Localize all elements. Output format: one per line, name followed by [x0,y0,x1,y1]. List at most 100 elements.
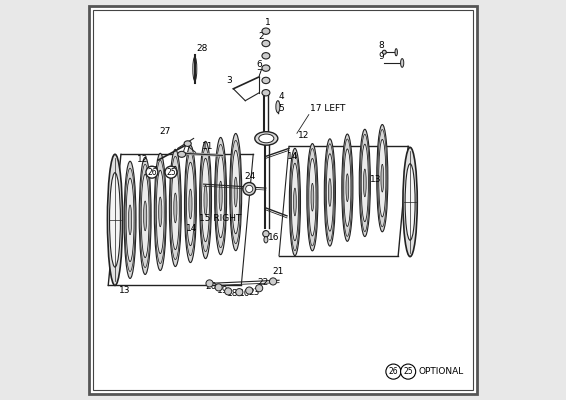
Text: 14: 14 [186,224,197,232]
Ellipse shape [269,278,277,285]
Ellipse shape [255,132,278,145]
Ellipse shape [346,174,349,202]
Ellipse shape [126,178,134,262]
Ellipse shape [382,50,386,54]
Ellipse shape [381,164,384,192]
Text: 11: 11 [202,142,213,151]
Ellipse shape [294,188,297,216]
Ellipse shape [328,178,331,206]
Ellipse shape [124,161,136,278]
Ellipse shape [311,183,314,211]
Ellipse shape [217,154,225,238]
Ellipse shape [405,164,415,240]
Ellipse shape [215,284,222,291]
Ellipse shape [156,170,164,254]
Ellipse shape [309,158,316,236]
Ellipse shape [263,230,269,237]
Ellipse shape [307,144,318,251]
Text: 18: 18 [226,289,238,298]
Ellipse shape [141,174,149,258]
Ellipse shape [144,201,147,231]
Text: 26: 26 [389,367,398,376]
Ellipse shape [235,288,243,296]
Ellipse shape [155,153,166,270]
Ellipse shape [324,139,336,246]
Ellipse shape [234,177,237,207]
Ellipse shape [344,149,351,226]
Ellipse shape [377,124,388,232]
Ellipse shape [171,166,179,250]
Ellipse shape [158,197,162,227]
Ellipse shape [186,162,194,246]
Text: 23: 23 [248,288,260,296]
Ellipse shape [262,77,270,84]
Text: 19: 19 [217,286,228,294]
Ellipse shape [264,236,268,243]
Text: 17 LEFT: 17 LEFT [310,104,345,114]
Ellipse shape [342,134,353,241]
Ellipse shape [403,147,417,257]
Text: 15 RIGHT: 15 RIGHT [199,214,241,223]
Ellipse shape [178,151,186,157]
Ellipse shape [262,65,270,71]
Ellipse shape [108,154,122,286]
Ellipse shape [361,144,368,222]
Ellipse shape [204,185,207,215]
Text: 20: 20 [205,282,217,290]
Text: 26: 26 [148,166,158,175]
Text: 25: 25 [404,367,413,376]
Ellipse shape [291,163,298,241]
Circle shape [386,364,401,379]
Ellipse shape [395,49,397,56]
Ellipse shape [259,134,274,143]
Text: 2: 2 [259,32,264,41]
Ellipse shape [401,58,404,67]
Ellipse shape [256,285,263,292]
Text: 12: 12 [298,132,309,140]
Ellipse shape [200,142,212,258]
Ellipse shape [289,148,301,256]
Text: 12: 12 [137,155,148,164]
Ellipse shape [379,140,386,217]
Text: 4: 4 [279,92,285,102]
Ellipse shape [243,182,256,195]
Text: 28: 28 [196,44,207,53]
Ellipse shape [146,166,158,178]
Ellipse shape [326,154,333,231]
Ellipse shape [110,173,121,267]
Text: 25: 25 [168,166,177,175]
Ellipse shape [231,150,240,234]
Text: 10: 10 [238,289,250,298]
Text: OPTIONAL: OPTIONAL [418,367,464,376]
Ellipse shape [184,141,191,146]
Ellipse shape [262,28,270,34]
Text: 27: 27 [159,128,170,136]
Ellipse shape [169,149,181,266]
Text: 13: 13 [370,175,382,184]
Ellipse shape [363,169,366,197]
Ellipse shape [262,40,270,47]
Ellipse shape [219,181,222,211]
Ellipse shape [201,158,209,242]
Ellipse shape [359,129,370,236]
Text: 26: 26 [147,168,157,177]
Text: 8: 8 [378,41,384,50]
Ellipse shape [276,101,280,113]
Ellipse shape [128,205,132,235]
Text: 25: 25 [166,168,176,177]
Ellipse shape [165,166,177,178]
Ellipse shape [215,138,226,255]
Text: 9: 9 [378,52,384,61]
Ellipse shape [246,287,253,294]
Ellipse shape [246,185,253,192]
Ellipse shape [139,157,151,274]
Ellipse shape [185,145,196,262]
Ellipse shape [262,90,270,96]
Ellipse shape [189,189,192,219]
Circle shape [401,364,415,379]
Ellipse shape [262,53,270,59]
Text: 13: 13 [118,286,130,294]
Text: 5: 5 [278,104,284,114]
Text: 3: 3 [226,76,232,85]
Ellipse shape [206,280,213,287]
